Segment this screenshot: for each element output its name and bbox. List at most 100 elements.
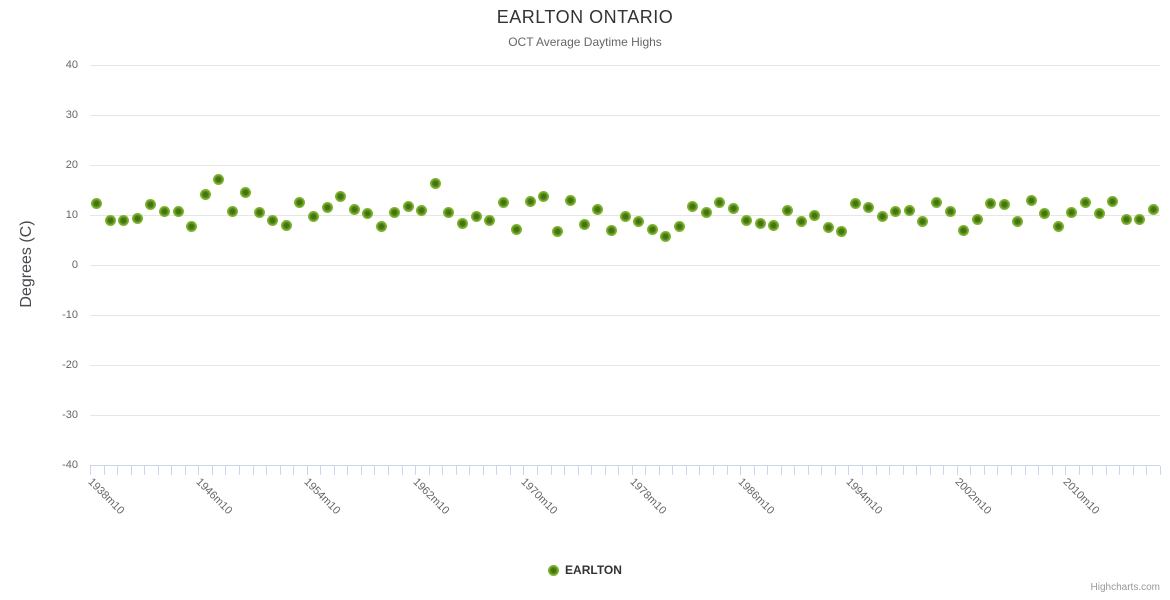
y-gridline	[90, 315, 1160, 316]
x-axis-tick	[469, 466, 471, 475]
y-gridline	[90, 65, 1160, 66]
data-point[interactable]	[917, 215, 929, 227]
data-point[interactable]	[809, 210, 821, 221]
x-axis-tick	[740, 466, 742, 475]
data-point[interactable]	[998, 198, 1010, 210]
data-point[interactable]	[985, 198, 997, 209]
data-point[interactable]	[605, 224, 617, 236]
data-point[interactable]	[348, 203, 360, 215]
data-point[interactable]	[375, 220, 387, 232]
data-point[interactable]	[321, 202, 333, 213]
data-point[interactable]	[633, 216, 645, 227]
highcharts-credit-link[interactable]: Highcharts.com	[1090, 582, 1160, 593]
data-point[interactable]	[497, 197, 509, 208]
data-point[interactable]	[646, 223, 658, 235]
data-point[interactable]	[931, 196, 943, 208]
data-point[interactable]	[700, 207, 712, 218]
data-point[interactable]	[1080, 196, 1091, 208]
legend-item-earlton[interactable]: EARLTON	[0, 561, 1170, 579]
data-point[interactable]	[131, 213, 143, 224]
data-point[interactable]	[1052, 221, 1064, 232]
data-point[interactable]	[470, 211, 482, 222]
data-point[interactable]	[267, 214, 279, 226]
data-point[interactable]	[551, 226, 563, 237]
x-axis-tick	[333, 466, 335, 475]
data-point[interactable]	[199, 189, 211, 200]
y-axis-label: 0	[71, 259, 78, 271]
data-point[interactable]	[565, 194, 577, 206]
data-point[interactable]	[1025, 195, 1037, 206]
x-axis-tick	[956, 466, 958, 475]
data-point[interactable]	[822, 222, 834, 233]
y-axis-label: -40	[62, 459, 78, 471]
data-point[interactable]	[592, 203, 604, 215]
data-point[interactable]	[362, 208, 374, 219]
x-axis-tick	[401, 466, 403, 475]
data-point[interactable]	[294, 197, 306, 208]
data-point[interactable]	[443, 207, 455, 218]
x-axis-tick	[862, 466, 864, 475]
x-axis-tick	[1011, 466, 1012, 475]
data-point[interactable]	[890, 205, 902, 217]
data-point[interactable]	[619, 210, 631, 222]
data-point[interactable]	[524, 195, 536, 207]
data-point[interactable]	[118, 215, 130, 226]
data-point[interactable]	[104, 215, 116, 226]
data-point[interactable]	[186, 220, 198, 232]
data-point[interactable]	[1012, 216, 1024, 227]
data-point[interactable]	[971, 213, 983, 225]
data-point[interactable]	[145, 198, 157, 210]
data-point[interactable]	[958, 224, 970, 236]
data-point[interactable]	[335, 191, 347, 202]
data-point[interactable]	[253, 207, 265, 218]
data-point[interactable]	[741, 214, 753, 226]
data-point[interactable]	[849, 198, 861, 209]
x-axis-tick	[509, 466, 511, 475]
data-point[interactable]	[158, 205, 170, 217]
data-point[interactable]	[836, 225, 848, 237]
data-point[interactable]	[280, 220, 292, 231]
data-point[interactable]	[1120, 213, 1132, 225]
data-point[interactable]	[1107, 196, 1119, 207]
data-point[interactable]	[1066, 207, 1078, 218]
x-axis-tick	[699, 466, 701, 475]
data-point[interactable]	[714, 197, 726, 208]
data-point[interactable]	[511, 223, 523, 235]
x-axis-tick	[117, 466, 119, 475]
x-axis-tick	[130, 466, 132, 475]
data-point[interactable]	[91, 198, 103, 209]
data-point[interactable]	[1134, 213, 1146, 225]
data-point[interactable]	[1039, 207, 1051, 219]
data-point[interactable]	[226, 205, 238, 217]
data-point[interactable]	[727, 203, 739, 214]
data-point[interactable]	[876, 210, 888, 222]
data-point[interactable]	[429, 177, 441, 189]
data-point[interactable]	[416, 205, 428, 216]
data-point[interactable]	[795, 215, 807, 227]
data-point[interactable]	[538, 190, 550, 202]
data-point[interactable]	[863, 202, 875, 213]
data-point[interactable]	[389, 207, 401, 218]
data-point[interactable]	[687, 201, 699, 212]
data-point[interactable]	[172, 205, 184, 217]
data-point[interactable]	[782, 205, 794, 216]
data-point[interactable]	[903, 205, 915, 216]
chart-title: EARLTON ONTARIO	[496, 7, 674, 27]
data-point[interactable]	[307, 211, 319, 222]
data-point[interactable]	[213, 173, 225, 185]
data-point[interactable]	[1147, 204, 1159, 215]
y-gridline	[90, 165, 1160, 166]
data-point[interactable]	[240, 187, 252, 198]
data-point[interactable]	[768, 220, 780, 231]
data-point[interactable]	[660, 231, 672, 242]
data-point[interactable]	[456, 218, 468, 229]
data-point[interactable]	[673, 220, 685, 232]
data-point[interactable]	[484, 214, 496, 226]
x-axis-tick	[658, 466, 660, 475]
data-point[interactable]	[402, 201, 414, 212]
data-point[interactable]	[754, 218, 766, 229]
x-axis-tick	[171, 466, 173, 475]
data-point[interactable]	[944, 205, 956, 217]
data-point[interactable]	[578, 219, 590, 230]
data-point[interactable]	[1093, 208, 1105, 219]
